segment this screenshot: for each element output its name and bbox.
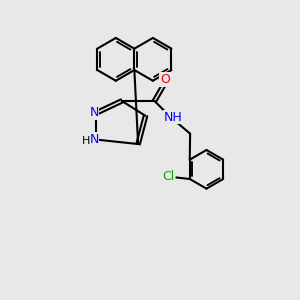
Text: H: H — [82, 136, 90, 146]
Text: Cl: Cl — [162, 170, 175, 183]
Text: N: N — [89, 133, 99, 146]
Text: N: N — [89, 106, 99, 119]
Text: NH: NH — [164, 111, 183, 124]
Text: O: O — [160, 73, 170, 86]
